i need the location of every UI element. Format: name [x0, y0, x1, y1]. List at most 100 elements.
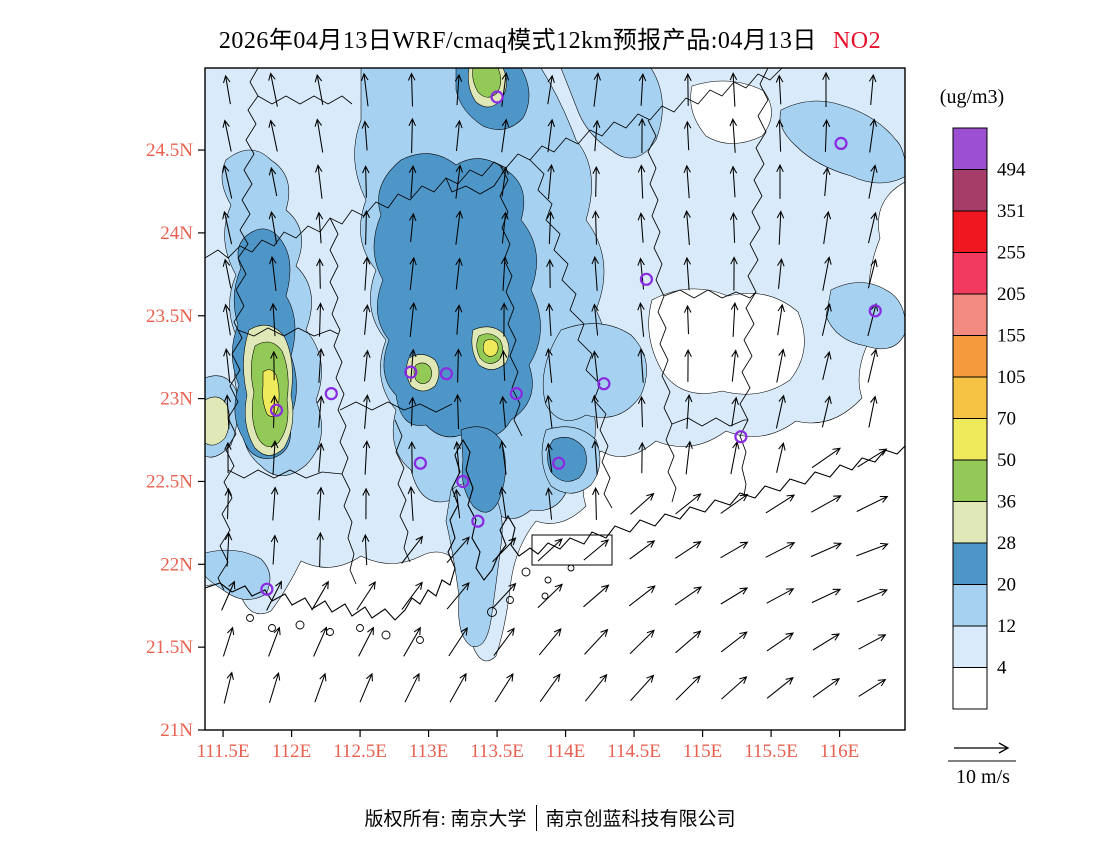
wind-arrow	[268, 166, 278, 197]
wind-arrow	[683, 120, 692, 151]
wind-arrow	[223, 348, 231, 383]
wind-arrow	[500, 255, 509, 291]
wind-arrow	[775, 74, 784, 105]
wind-arrow	[766, 588, 795, 604]
colorbar-cell	[952, 542, 988, 585]
wind-arrow	[546, 210, 555, 245]
wind-arrow	[362, 256, 371, 291]
island-outline	[295, 620, 305, 630]
island-outline	[521, 567, 531, 577]
wind-arrow	[501, 166, 509, 197]
page-title: 2026年04月13日WRF/cmaq模式12km预报产品:04月13日 NO2	[0, 20, 1100, 55]
wind-reference-arrow	[954, 742, 1010, 754]
wind-arrow	[638, 117, 646, 154]
wind-arrow	[356, 581, 376, 611]
wind-arrow	[812, 678, 841, 698]
wind-arrow	[545, 487, 553, 520]
wind-arrow	[583, 539, 610, 561]
colorbar-cell	[952, 584, 988, 627]
wind-arrow	[316, 486, 325, 521]
wind-arrow	[316, 531, 324, 568]
wind-arrow	[268, 119, 278, 152]
contour-region	[648, 288, 805, 395]
station-marker	[471, 514, 485, 528]
province-boundary	[739, 68, 769, 497]
wind-arrow	[494, 672, 514, 703]
wind-arrow	[637, 212, 646, 243]
colorbar-cell	[952, 335, 988, 378]
island-outline	[567, 564, 575, 572]
wind-arrow	[223, 394, 232, 429]
province-boundary	[647, 119, 677, 503]
colorbar-value-label: 4	[997, 658, 1007, 679]
wind-arrow	[408, 164, 417, 198]
lon-tick-label: 112.5E	[333, 741, 387, 762]
wind-arrow	[547, 74, 555, 105]
station-marker	[868, 304, 882, 318]
wind-arrow	[545, 394, 553, 429]
wind-arrow	[453, 393, 462, 430]
wind-arrow	[455, 210, 463, 245]
station-marker	[552, 456, 566, 470]
wind-arrow	[361, 533, 370, 566]
wind-arrow	[408, 441, 416, 474]
wind-arrow	[362, 487, 370, 520]
wind-arrow	[729, 72, 738, 107]
lon-tick-label: 114E	[546, 741, 585, 762]
wind-arrow	[630, 492, 655, 515]
colorbar-value-label: 50	[997, 450, 1016, 471]
island-outline	[356, 624, 364, 632]
wind-arrow	[362, 440, 371, 475]
wind-arrow	[730, 256, 738, 291]
wind-arrow	[592, 119, 601, 152]
province-boundary	[237, 327, 339, 337]
wind-arrow	[363, 393, 371, 429]
wind-arrow	[867, 348, 879, 383]
wind-arrow	[223, 671, 234, 704]
station-marker	[490, 90, 504, 104]
island-outline	[246, 614, 254, 622]
province-boundary	[329, 217, 357, 585]
wind-arrow	[501, 118, 510, 153]
wind-arrow	[766, 632, 794, 652]
wind-arrow	[683, 164, 691, 199]
province-boundary	[205, 68, 783, 259]
colorbar-value-label: 255	[997, 243, 1026, 264]
coastline	[205, 438, 905, 621]
wind-arrow	[314, 118, 324, 153]
station-marker	[639, 272, 654, 286]
wind-arrow	[545, 302, 554, 337]
wind-arrow	[316, 347, 325, 383]
contour-region	[690, 80, 772, 144]
station-layer	[260, 90, 882, 596]
wind-arrow	[501, 211, 509, 244]
wind-arrow	[823, 210, 832, 245]
wind-arrow	[777, 258, 785, 289]
wind-arrow	[455, 257, 463, 290]
colorbar-cell	[952, 210, 988, 253]
wind-arrow	[729, 165, 738, 198]
wind-arrow	[222, 303, 231, 336]
wind-arrow	[591, 303, 599, 336]
wind-arrow	[869, 118, 878, 153]
colorbar-value-label: 12	[997, 616, 1016, 637]
wind-arrow	[683, 256, 692, 291]
island-outline	[326, 628, 334, 636]
station-marker	[413, 456, 427, 470]
contour-region	[482, 339, 499, 357]
wind-arrow	[270, 394, 279, 428]
wind-arrow	[316, 442, 325, 473]
contour-region	[472, 68, 502, 98]
contour-region	[542, 323, 647, 421]
colorbar-cell	[952, 293, 988, 336]
wind-arrow	[856, 495, 889, 512]
station-marker	[734, 430, 748, 444]
island-outline	[416, 636, 424, 644]
wind-arrow	[822, 256, 832, 291]
wind-arrow	[546, 258, 554, 289]
wind-arrow	[720, 587, 749, 605]
wind-arrow	[493, 627, 515, 656]
copyright-company: 南京创蓝科技有限公司	[545, 809, 736, 830]
wind-arrow	[499, 395, 507, 428]
wind-arrow	[363, 349, 371, 382]
